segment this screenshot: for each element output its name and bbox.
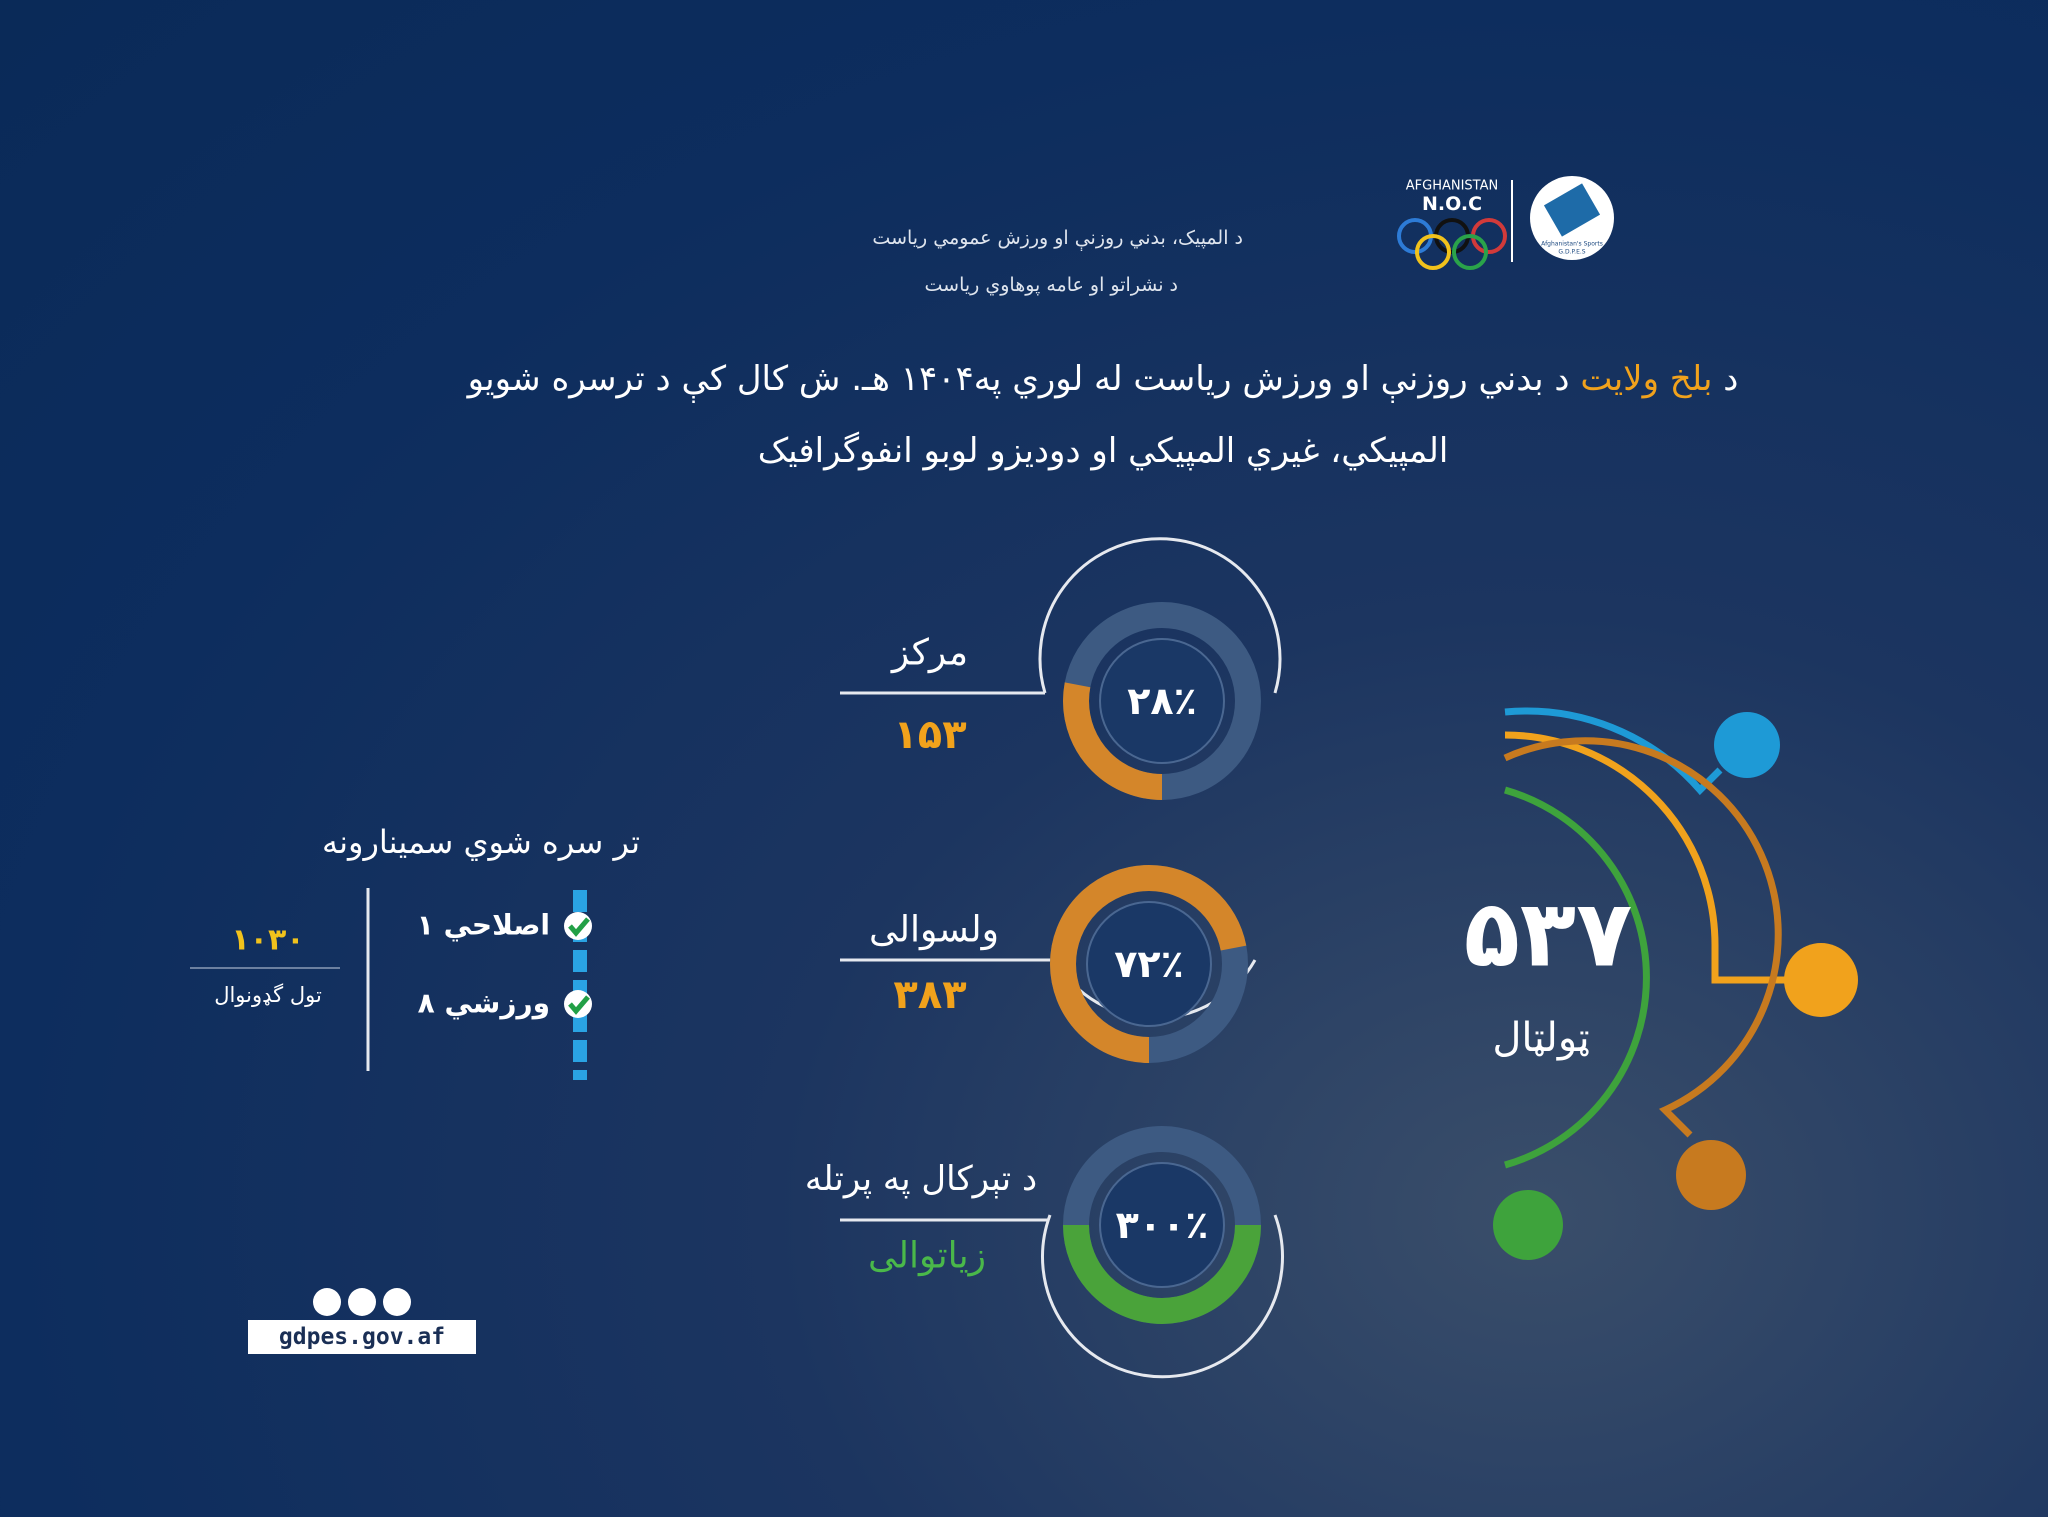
seminar-item: اصلاحي ۱: [416, 908, 550, 942]
comparison-change: زیاتوالی: [868, 1235, 986, 1277]
check: [564, 912, 592, 940]
participants-count: ۱۰۳۰: [231, 922, 305, 958]
org-line: د نشراتو او عامه پوهاوي ریاست: [924, 274, 1179, 296]
arc-green: [1504, 786, 1650, 1169]
check-mark: [568, 917, 590, 937]
sport-icon: [1493, 1190, 1563, 1260]
gdpes-text: Afghanistan's Sports: [1541, 240, 1603, 248]
social-icon[interactable]: [313, 1288, 341, 1316]
comparison-name: د تېرکال په پرتله: [804, 1159, 1038, 1199]
participants-label: تول گډونوال: [214, 983, 322, 1007]
website[interactable]: gdpes.gov.af: [278, 1324, 446, 1350]
arc-brown: [1503, 737, 1782, 1138]
seminar-title: تر سره شوي سمینارونه: [321, 823, 640, 861]
check-mark: [568, 995, 590, 1015]
social-icon[interactable]: [348, 1288, 376, 1316]
frame: [1041, 1214, 1284, 1379]
sport-icon: [1784, 943, 1858, 1017]
org-line: د المپیک، بدني روزنې او ورزش عمومي ریاست: [872, 227, 1243, 249]
donut-arc: [1063, 602, 1261, 800]
title-line: د بلخ ولایت د بدني روزنې او ورزش ریاست ل…: [468, 359, 1739, 399]
donut-arc: [1063, 1224, 1261, 1324]
title-part: د بدني روزنې او ورزش ریاست له لوري په۱۴۰…: [467, 359, 1570, 399]
title-highlight: بلخ ولایت: [1580, 359, 1713, 399]
stat-count: ۱۵۳: [893, 712, 967, 758]
total-label: ټولټال: [1492, 1015, 1590, 1061]
donut-center: [1086, 901, 1212, 1027]
gdpes-mark: [1543, 183, 1601, 237]
noc-text: AFGHANISTAN: [1405, 178, 1499, 194]
donut-center: [1099, 638, 1225, 764]
noc-text: N.O.C: [1421, 193, 1483, 215]
total-arcs: [1503, 707, 1785, 1169]
ring: [1452, 234, 1488, 270]
seminar-item: ورزشي ۸: [417, 986, 550, 1020]
comparison-percent: ۳۰۰٪: [1115, 1203, 1209, 1247]
stat-count: ۳۸۳: [893, 972, 967, 1018]
ring: [1415, 234, 1451, 270]
social-icon[interactable]: [383, 1288, 411, 1316]
donut-label: ۲۸٪: [1127, 679, 1197, 723]
arc-blue: [1504, 707, 1723, 796]
frame: [1038, 537, 1282, 694]
stat-name: ولسوالی: [868, 909, 1000, 951]
sport-icon: [1714, 712, 1780, 778]
total-value: ۵۳۷: [1463, 880, 1633, 988]
check: [564, 990, 592, 1018]
title-part: د: [1723, 359, 1739, 399]
stat-name: مرکز: [891, 632, 969, 674]
donut-center: [1099, 1162, 1225, 1288]
website-box[interactable]: [248, 1320, 476, 1354]
check-icons: [564, 912, 592, 1018]
donut-label: ۷۲٪: [1114, 942, 1184, 986]
gdpes-text: G.D.P.E.S: [1558, 248, 1586, 256]
olympic-rings: [1397, 218, 1507, 270]
sport-icon: [1676, 1140, 1746, 1210]
title-line: المپیکي، غیري المپیکي او دودیزو لوبو انف…: [757, 431, 1449, 471]
donut-arc: [1050, 865, 1248, 1063]
